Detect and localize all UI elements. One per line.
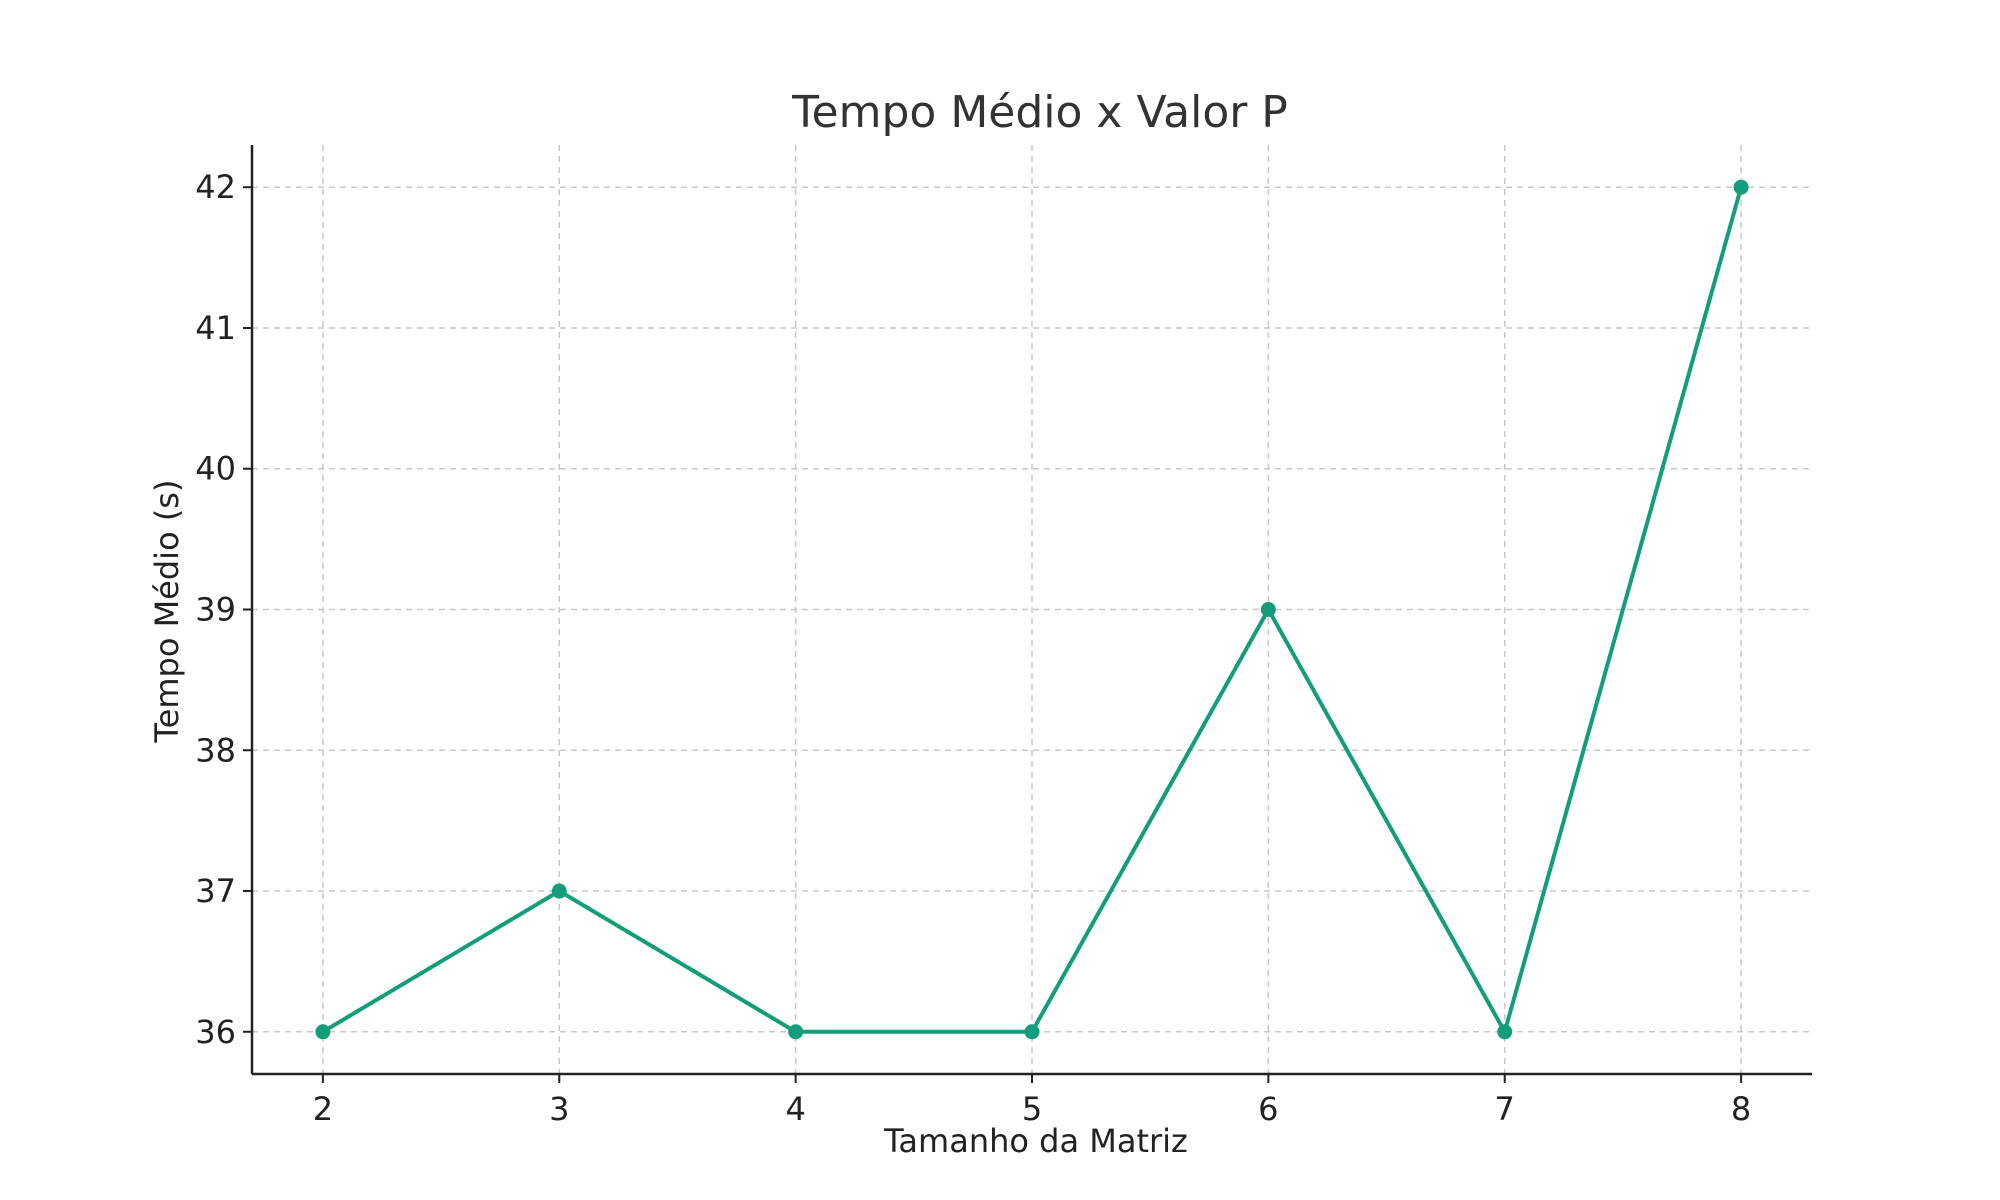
data-point (1733, 179, 1749, 195)
y-tick-label: 36 (195, 1013, 236, 1051)
chart-title: Tempo Médio x Valor P (791, 87, 1288, 138)
data-point (551, 883, 567, 899)
y-tick-label: 40 (195, 450, 236, 488)
x-tick-label: 4 (785, 1090, 805, 1128)
data-point (1497, 1024, 1513, 1040)
x-tick-label: 8 (1731, 1090, 1751, 1128)
x-tick-label: 6 (1258, 1090, 1278, 1128)
x-axis-label: Tamanho da Matriz (883, 1122, 1188, 1160)
data-point (1024, 1024, 1040, 1040)
data-point (788, 1024, 804, 1040)
x-tick-label: 3 (549, 1090, 569, 1128)
x-tick-label: 5 (1022, 1090, 1042, 1128)
data-point (1260, 602, 1276, 617)
y-tick-label: 39 (195, 591, 236, 629)
y-tick-label: 41 (195, 309, 236, 347)
y-tick-label: 38 (195, 731, 236, 769)
x-tick-label: 2 (313, 1090, 333, 1128)
y-tick-label: 42 (195, 168, 236, 206)
y-axis-label: Tempo Médio (s) (148, 480, 186, 744)
y-tick-label: 37 (195, 872, 236, 910)
series (315, 179, 1749, 1040)
data-point (315, 1024, 331, 1040)
x-tick-label: 7 (1495, 1090, 1515, 1128)
axes: 2 3 4 5 6 7 8 36 37 38 39 40 41 42 (195, 145, 1812, 1128)
